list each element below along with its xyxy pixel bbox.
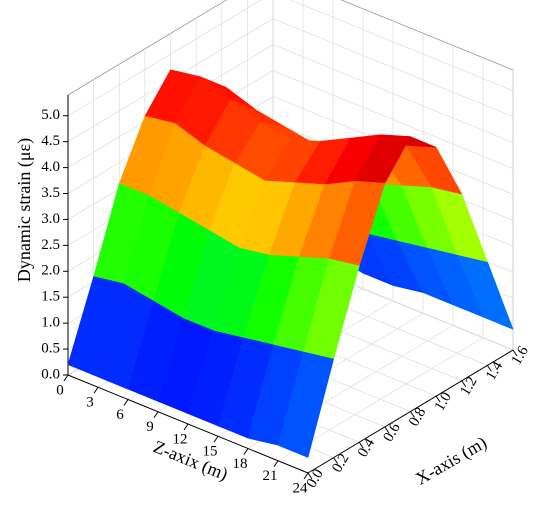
x-tick-label: 1.4 bbox=[483, 358, 506, 383]
x-tick bbox=[461, 380, 467, 388]
z-tick-label: 18 bbox=[233, 456, 248, 472]
x-tick bbox=[410, 411, 415, 418]
y-tick-label: 2.0 bbox=[41, 263, 60, 279]
y-tick-label: 0.0 bbox=[41, 366, 60, 382]
z-tick-label: 12 bbox=[173, 431, 188, 447]
x-tick bbox=[333, 457, 339, 464]
z-tick-label: 24 bbox=[293, 480, 309, 496]
z-axis-title: Z-axix (m) bbox=[150, 436, 231, 485]
y-tick-label: 0.5 bbox=[41, 341, 60, 357]
x-tick-label: 1.0 bbox=[432, 390, 455, 414]
z-tick bbox=[183, 423, 189, 431]
surface-cell bbox=[277, 351, 334, 458]
z-tick bbox=[243, 448, 249, 455]
x-tick bbox=[512, 349, 518, 357]
y-tick-label: 3.5 bbox=[41, 185, 60, 201]
x-tick-label: 0.6 bbox=[380, 420, 403, 445]
z-tick bbox=[153, 411, 159, 419]
x-tick bbox=[307, 472, 313, 480]
y-tick-label: 3.0 bbox=[41, 211, 60, 227]
z-tick-label: 15 bbox=[203, 444, 218, 460]
x-axis-title: X-axis (m) bbox=[412, 432, 490, 489]
x-tick bbox=[435, 395, 441, 403]
z-tick bbox=[273, 460, 279, 468]
y-tick-label: 4.0 bbox=[41, 159, 60, 175]
x-tick bbox=[384, 426, 390, 434]
x-tick-label: 0.2 bbox=[329, 451, 352, 475]
y-tick-label: 1.5 bbox=[41, 289, 60, 305]
z-tick-label: 3 bbox=[86, 395, 94, 411]
z-tick-label: 9 bbox=[146, 419, 154, 435]
x-tick bbox=[486, 365, 492, 372]
y-tick-label: 4.5 bbox=[41, 133, 60, 149]
x-tick-label: 1.6 bbox=[509, 343, 532, 368]
x-tick bbox=[358, 441, 364, 449]
y-tick-label: 5.0 bbox=[41, 107, 60, 123]
z-tick-label: 6 bbox=[116, 407, 124, 423]
y-tick-label: 2.5 bbox=[41, 237, 60, 253]
x-tick-label: 1.2 bbox=[457, 374, 480, 398]
x-tick-label: 0.4 bbox=[355, 435, 378, 460]
z-tick bbox=[303, 472, 309, 480]
z-tick bbox=[213, 435, 219, 443]
y-tick-label: 1.0 bbox=[41, 315, 60, 331]
z-tick-label: 0 bbox=[56, 382, 64, 398]
z-tick-label: 21 bbox=[263, 468, 278, 484]
x-tick-label: 0.8 bbox=[406, 405, 429, 429]
z-tick bbox=[93, 386, 99, 394]
y-axis-title: Dynamic strain (με) bbox=[14, 138, 35, 282]
z-tick bbox=[123, 399, 129, 406]
z-tick bbox=[63, 374, 69, 382]
